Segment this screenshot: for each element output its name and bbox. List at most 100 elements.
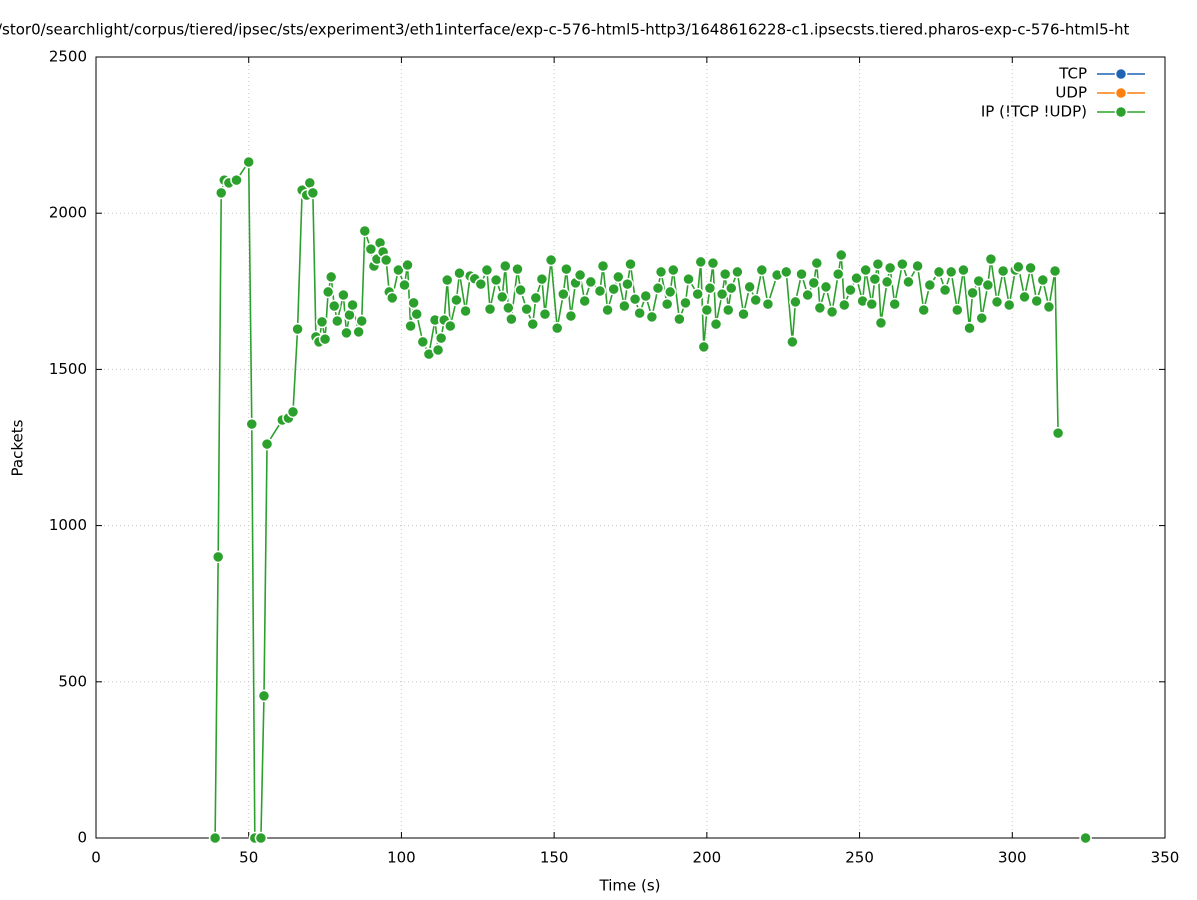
data-point: [1030, 294, 1043, 308]
legend-swatch-point: [1114, 86, 1128, 100]
data-point: [331, 314, 344, 328]
data-point: [660, 297, 674, 311]
data-point: [337, 288, 350, 302]
data-point: [709, 317, 723, 331]
data-point: [286, 405, 300, 419]
data-point: [260, 437, 274, 451]
data-point: [865, 297, 879, 311]
data-point: [743, 280, 756, 294]
y-axis-label: Packets: [9, 419, 27, 476]
data-point: [700, 303, 714, 317]
data-point: [807, 276, 821, 290]
data-point: [789, 295, 802, 309]
data-point: [838, 298, 851, 312]
data-point: [673, 312, 686, 326]
data-point: [786, 335, 799, 349]
data-point: [401, 258, 414, 272]
data-point: [667, 263, 680, 277]
data-point: [639, 289, 653, 303]
data-point: [880, 275, 894, 289]
data-point: [459, 304, 472, 318]
data-point: [538, 307, 552, 321]
data-point: [990, 295, 1004, 309]
data-point: [938, 283, 952, 297]
data-point: [975, 311, 988, 325]
data-point: [573, 268, 587, 282]
data-point: [514, 283, 527, 297]
data-point: [780, 265, 793, 279]
data-point: [1002, 298, 1016, 312]
data-point: [1024, 261, 1037, 275]
data-point: [834, 248, 848, 262]
data-point: [1012, 260, 1025, 274]
data-point: [355, 314, 368, 328]
y-tick-label: 2000: [49, 204, 87, 222]
data-point: [434, 331, 448, 345]
data-point: [520, 302, 533, 316]
data-point: [444, 319, 457, 333]
data-point: [944, 265, 958, 279]
data-point: [932, 265, 946, 279]
data-point: [859, 263, 872, 277]
data-point: [810, 256, 824, 270]
data-point: [379, 253, 393, 267]
data-point: [315, 315, 329, 329]
data-point: [564, 309, 578, 323]
data-point: [404, 319, 417, 333]
data-point: [737, 307, 750, 321]
data-point: [410, 307, 423, 321]
data-point: [526, 317, 540, 331]
data-point: [550, 321, 564, 335]
data-point: [618, 299, 631, 313]
data-point: [850, 271, 863, 285]
data-point: [1042, 300, 1056, 314]
data-point: [601, 303, 614, 317]
data-point: [819, 280, 833, 294]
x-tick-label: 250: [845, 849, 874, 867]
data-point: [529, 291, 543, 305]
data-point: [612, 270, 625, 284]
data-point: [718, 267, 732, 281]
data-point: [957, 263, 970, 277]
data-point: [352, 325, 365, 339]
data-point: [624, 257, 637, 271]
data-point: [749, 293, 762, 307]
data-point: [544, 253, 558, 267]
data-point: [628, 292, 642, 306]
data-point: [214, 186, 228, 200]
legend-label: IP (!TCP !UDP): [981, 103, 1087, 121]
data-point: [324, 270, 338, 284]
y-tick-label: 2500: [49, 48, 87, 66]
data-point: [902, 275, 915, 289]
legend-swatch-point: [1114, 105, 1128, 119]
data-point: [480, 263, 494, 277]
data-point: [813, 301, 827, 315]
data-point: [996, 264, 1010, 278]
data-point: [474, 277, 488, 291]
data-point: [682, 272, 695, 286]
data-point: [211, 550, 225, 564]
data-point: [984, 252, 998, 266]
data-point: [607, 282, 620, 296]
x-tick-label: 350: [1151, 849, 1180, 867]
data-point: [596, 259, 610, 273]
data-point: [761, 297, 775, 311]
data-point: [593, 284, 607, 298]
data-point: [306, 186, 320, 200]
data-point: [694, 255, 707, 269]
x-tick-label: 300: [998, 849, 1027, 867]
data-point: [450, 293, 463, 307]
data-point: [578, 294, 591, 308]
data-point: [831, 267, 845, 281]
data-point: [505, 312, 518, 326]
data-point: [453, 266, 466, 280]
data-point: [483, 302, 497, 316]
data-point: [896, 257, 909, 271]
data-point: [340, 326, 353, 340]
y-tick-label: 1500: [49, 360, 87, 378]
data-point: [584, 275, 598, 289]
data-point: [679, 296, 692, 310]
data-point: [871, 257, 885, 271]
data-point: [715, 287, 729, 301]
